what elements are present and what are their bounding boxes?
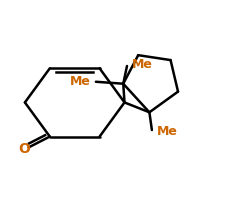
Text: Me: Me bbox=[70, 75, 91, 88]
Text: Me: Me bbox=[132, 58, 153, 71]
Text: Me: Me bbox=[157, 125, 178, 138]
Text: O: O bbox=[18, 142, 30, 156]
